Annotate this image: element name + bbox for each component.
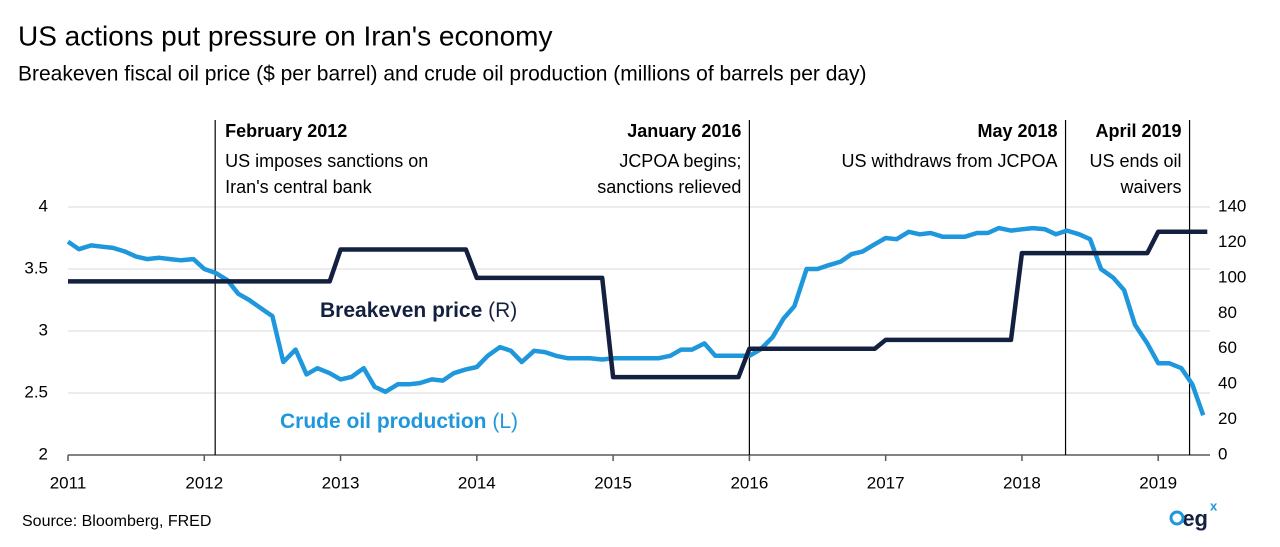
x-tick-label: 2012 — [185, 473, 223, 492]
y2-tick-label: 40 — [1218, 374, 1237, 393]
chart-subtitle: Breakeven fiscal oil price ($ per barrel… — [18, 63, 867, 86]
series-axis-tag: (L) — [492, 410, 518, 433]
series-name: Crude oil production — [280, 410, 486, 433]
y-tick-label: 2.5 — [24, 382, 48, 401]
annotation-title: January 2016 — [627, 121, 741, 141]
y-tick-label: 2 — [39, 444, 48, 463]
annotation-text: US ends oil — [1089, 151, 1181, 171]
chart-title: US actions put pressure on Iran's econom… — [18, 20, 553, 51]
x-tick-label: 2014 — [458, 473, 496, 492]
y2-tick-label: 100 — [1218, 267, 1246, 286]
y-tick-label: 3.5 — [24, 258, 48, 277]
annotation-title: April 2019 — [1096, 121, 1182, 141]
y2-tick-label: 140 — [1218, 196, 1246, 215]
x-tick-label: 2015 — [594, 473, 632, 492]
y2-tick-label: 20 — [1218, 409, 1237, 428]
series-label: Crude oil production (L) — [280, 410, 518, 433]
series-label: Breakeven price (R) — [320, 299, 517, 322]
source: Source: Bloomberg, FRED — [22, 513, 211, 530]
annotation-text: US imposes sanctions on — [225, 151, 428, 171]
logo-icon — [1169, 510, 1185, 526]
y-tick-label: 3 — [39, 320, 48, 339]
annotation-title: May 2018 — [977, 121, 1057, 141]
x-tick-label: 2013 — [322, 473, 360, 492]
annotation-title: February 2012 — [225, 121, 347, 141]
logo-sup: x — [1210, 498, 1218, 513]
series-line — [68, 229, 1208, 380]
x-tick-label: 2017 — [867, 473, 905, 492]
series-axis-tag: (R) — [488, 299, 517, 322]
annotation-text: Iran's central bank — [225, 177, 373, 197]
x-tick-label: 2019 — [1139, 473, 1177, 492]
y2-tick-label: 0 — [1218, 444, 1227, 463]
series-name: Breakeven price — [320, 299, 482, 322]
series-line — [66, 225, 1206, 417]
x-tick-label: 2018 — [1003, 473, 1041, 492]
y-tick-label: 4 — [39, 196, 48, 215]
x-tick-label: 2011 — [50, 473, 87, 492]
annotation-text: JCPOA begins; — [619, 151, 741, 171]
y2-tick-label: 120 — [1218, 232, 1246, 251]
annotation-text: sanctions relieved — [597, 177, 741, 197]
y2-tick-label: 60 — [1218, 338, 1237, 357]
annotation-text: waivers — [1120, 177, 1182, 197]
annotation-text: US withdraws from JCPOA — [841, 151, 1057, 171]
logo: eg — [1182, 506, 1208, 531]
x-tick-label: 2016 — [730, 473, 768, 492]
y2-tick-label: 80 — [1218, 303, 1237, 322]
